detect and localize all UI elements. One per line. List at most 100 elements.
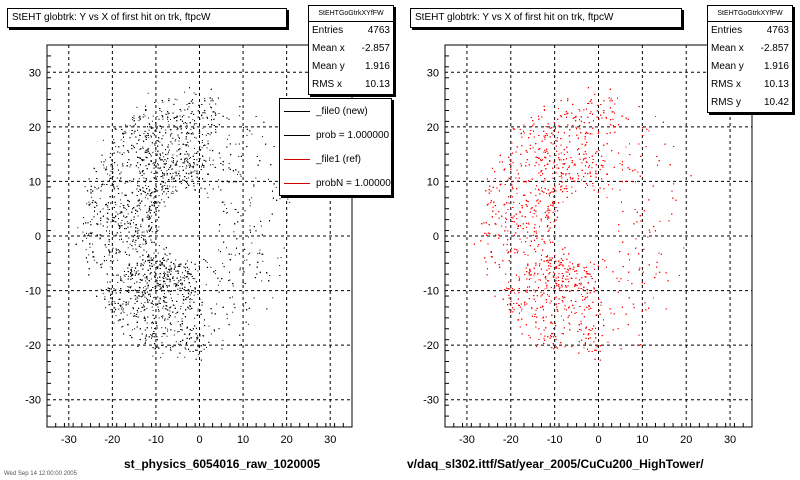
scatter-point (203, 259, 205, 260)
scatter-point (88, 204, 90, 206)
scatter-point (118, 299, 120, 300)
scatter-point (138, 229, 140, 231)
scatter-point (180, 325, 182, 327)
scatter-point (245, 321, 247, 323)
scatter-point (160, 262, 162, 264)
scatter-point (90, 224, 92, 226)
scatter-point (93, 259, 95, 261)
scatter-point (266, 308, 268, 310)
scatter-point (188, 106, 190, 108)
scatter-point (155, 147, 157, 149)
scatter-point (139, 118, 141, 120)
scatter-point (189, 333, 191, 335)
scatter-point (177, 282, 179, 284)
scatter-point (90, 189, 92, 191)
scatter-point (122, 303, 124, 305)
scatter-point (133, 145, 134, 147)
scatter-point (141, 175, 143, 176)
scatter-point (249, 199, 250, 201)
scatter-point (162, 315, 164, 317)
scatter-point (192, 278, 194, 279)
scatter-point (193, 124, 195, 126)
scatter-point (188, 173, 190, 175)
scatter-point (146, 276, 148, 278)
scatter-point (162, 135, 164, 137)
scatter-point (113, 288, 115, 290)
scatter-point (265, 143, 267, 145)
scatter-point (113, 217, 115, 219)
scatter-point (159, 284, 161, 285)
scatter-point (135, 227, 137, 229)
scatter-point (212, 150, 214, 152)
scatter-point (177, 270, 179, 272)
scatter-point (139, 244, 141, 245)
scatter-point (210, 308, 212, 310)
scatter-point (104, 244, 106, 246)
scatter-point (251, 197, 253, 199)
scatter-point (141, 234, 143, 236)
scatter-point (136, 106, 138, 108)
scatter-point (194, 189, 196, 190)
scatter-point (170, 290, 172, 292)
plot-frame (46, 44, 353, 428)
scatter-point (266, 272, 268, 274)
scatter-point (143, 133, 145, 135)
scatter-point (194, 123, 196, 125)
scatter-point (151, 241, 153, 243)
scatter-point (152, 355, 154, 357)
scatter-point (182, 294, 184, 295)
scatter-point (232, 311, 234, 313)
scatter-point (120, 177, 122, 179)
scatter-point (162, 116, 164, 118)
scatter-point (136, 313, 138, 315)
scatter-point (167, 258, 169, 260)
scatter-point (146, 135, 148, 137)
scatter-point (137, 274, 139, 276)
scatter-point (156, 280, 158, 282)
scatter-point (145, 185, 147, 186)
scatter-point (120, 312, 122, 314)
scatter-point (160, 183, 162, 185)
scatter-point (144, 135, 146, 137)
scatter-point (189, 163, 191, 165)
scatter-point (96, 202, 98, 204)
scatter-point (156, 339, 158, 341)
scatter-point (150, 278, 152, 280)
scatter-point (186, 271, 188, 273)
scatter-point (194, 325, 196, 327)
scatter-point (146, 251, 148, 253)
scatter-point (152, 151, 154, 153)
scatter-point (104, 296, 106, 298)
scatter-point (145, 318, 146, 320)
scatter-point (166, 328, 168, 330)
scatter-point (141, 295, 143, 297)
scatter-point (150, 201, 152, 203)
scatter-point (184, 286, 186, 288)
scatter-point (123, 333, 125, 335)
scatter-point (131, 144, 133, 146)
scatter-point (170, 133, 172, 135)
scatter-point (134, 130, 136, 132)
scatter-point (214, 114, 216, 116)
scatter-point (210, 100, 212, 102)
scatter-point (115, 215, 117, 217)
scatter-point (106, 184, 108, 185)
scatter-point (114, 301, 116, 303)
scatter-point (185, 270, 186, 272)
scatter-point (133, 132, 135, 134)
scatter-point (154, 271, 156, 273)
scatter-point (161, 342, 163, 344)
scatter-point (135, 272, 137, 274)
scatter-point (151, 136, 152, 138)
scatter-point (186, 260, 188, 262)
scatter-point (125, 132, 127, 134)
scatter-point (167, 191, 169, 192)
scatter-point (172, 112, 174, 114)
scatter-point (171, 300, 173, 302)
scatter-point (184, 333, 186, 335)
scatter-point (176, 115, 178, 117)
scatter-point (202, 335, 204, 337)
scatter-point (139, 328, 141, 330)
scatter-point (192, 351, 194, 352)
scatter-point (141, 171, 143, 173)
